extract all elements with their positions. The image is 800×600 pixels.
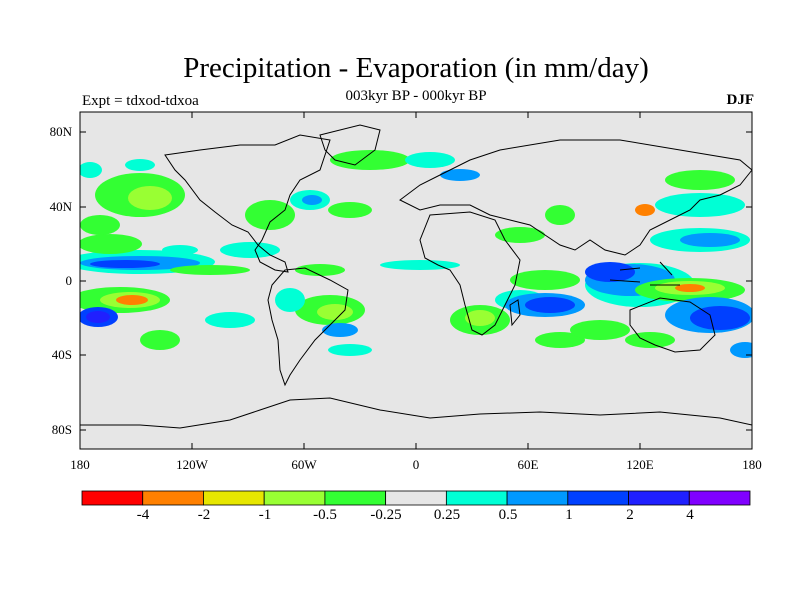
latitude-ticks	[80, 131, 752, 431]
colorbar-label: -4	[136, 507, 150, 523]
coastline-australia	[629, 297, 716, 353]
field-blob	[125, 159, 155, 171]
field-blob	[655, 193, 745, 217]
colorbar-swatch	[203, 490, 265, 506]
coastline-madagascar	[509, 299, 521, 327]
colorbar-swatch	[324, 490, 387, 506]
longitude-ticks	[79, 112, 753, 449]
field-blob	[665, 170, 735, 190]
colorbar-swatch	[567, 490, 629, 506]
field-blob	[465, 310, 495, 326]
field-blob	[570, 320, 630, 340]
colorbar-swatch	[142, 490, 204, 506]
field-blob	[730, 342, 752, 358]
field-blob	[380, 260, 460, 270]
field-blob	[405, 152, 455, 168]
lat-label-40n: 40N	[49, 199, 72, 214]
colorbar-label: 2	[626, 507, 634, 523]
coastline-antarctica	[80, 397, 752, 429]
colorbar-label: -1	[258, 507, 272, 523]
colorbar-swatch	[506, 490, 569, 506]
field-blob	[690, 306, 750, 330]
field-blob	[220, 242, 280, 258]
field-blob	[162, 245, 198, 255]
field-blob	[495, 227, 545, 243]
field-blob	[86, 311, 110, 323]
field-blob	[90, 260, 160, 268]
lat-label-80n: 80N	[49, 124, 72, 139]
field-blob	[116, 295, 148, 305]
coastline-north-america	[164, 134, 331, 273]
field-blob	[302, 195, 322, 205]
experiment-label: Expt = tdxod-tdxoa	[82, 93, 199, 109]
colorbar-swatch	[385, 490, 447, 506]
field-blob	[585, 262, 635, 282]
field-blob	[545, 205, 575, 225]
field-blob	[510, 270, 580, 290]
field-blob	[535, 332, 585, 348]
lon-label-60w: 60W	[291, 457, 317, 472]
colorbar-swatch	[628, 490, 690, 506]
coastline-greenland	[319, 124, 381, 166]
lat-label-40s: 40S	[51, 347, 72, 362]
colorbar-swatch	[445, 490, 508, 506]
coastlines	[80, 124, 752, 429]
field-blob	[440, 169, 480, 181]
field-blob	[245, 200, 295, 230]
lat-label-80s: 80S	[51, 422, 72, 437]
field-blob	[128, 186, 172, 210]
coastline-south-america	[267, 267, 349, 387]
field-blob	[140, 330, 180, 350]
colorbar-label: -0.5	[313, 507, 337, 523]
field-blob	[330, 150, 410, 170]
field-blob	[205, 312, 255, 328]
colorbar-swatch	[263, 490, 326, 506]
colorbar-label: 1	[565, 507, 573, 523]
field-blob	[322, 323, 358, 337]
lon-label-180w: 180	[70, 457, 90, 472]
colorbar-label: 4	[686, 507, 694, 523]
colorbar	[81, 490, 751, 506]
field-blob	[328, 344, 372, 356]
colorbar-label: 0.5	[498, 507, 518, 523]
field-blob	[170, 265, 250, 275]
field-blob	[317, 304, 353, 320]
field-blob	[328, 202, 372, 218]
colorbar-swatch	[688, 490, 751, 506]
lon-label-0: 0	[412, 457, 420, 472]
field-blob	[675, 284, 705, 292]
field-blob	[680, 233, 740, 247]
lon-label-120e: 120E	[626, 457, 654, 472]
colorbar-label: -0.25	[370, 507, 402, 523]
colorbar-label: -2	[197, 507, 211, 523]
field-blob	[525, 297, 575, 313]
field-blob	[275, 288, 305, 312]
field-blob	[295, 264, 345, 276]
lon-label-60e: 60E	[517, 457, 539, 472]
colorbar-swatch	[81, 490, 144, 506]
field-blob	[635, 204, 655, 216]
coastline-africa	[419, 211, 521, 336]
lat-label-0: 0	[65, 273, 73, 288]
coastline-indonesia	[609, 261, 680, 286]
field-blob	[80, 162, 102, 178]
lon-label-120w: 120W	[176, 457, 208, 472]
colorbar-label: 0.25	[433, 507, 461, 523]
map-subtitle: 003kyr BP - 000kyr BP	[345, 88, 487, 104]
map-title: Precipitation - Evaporation (in mm/day)	[183, 52, 649, 84]
field-blob	[80, 215, 120, 235]
coastline-eurasia	[399, 139, 752, 256]
lon-label-180e: 180	[742, 457, 762, 472]
field-blob	[80, 234, 142, 254]
field-blob	[625, 332, 675, 348]
season-label: DJF	[726, 92, 755, 108]
